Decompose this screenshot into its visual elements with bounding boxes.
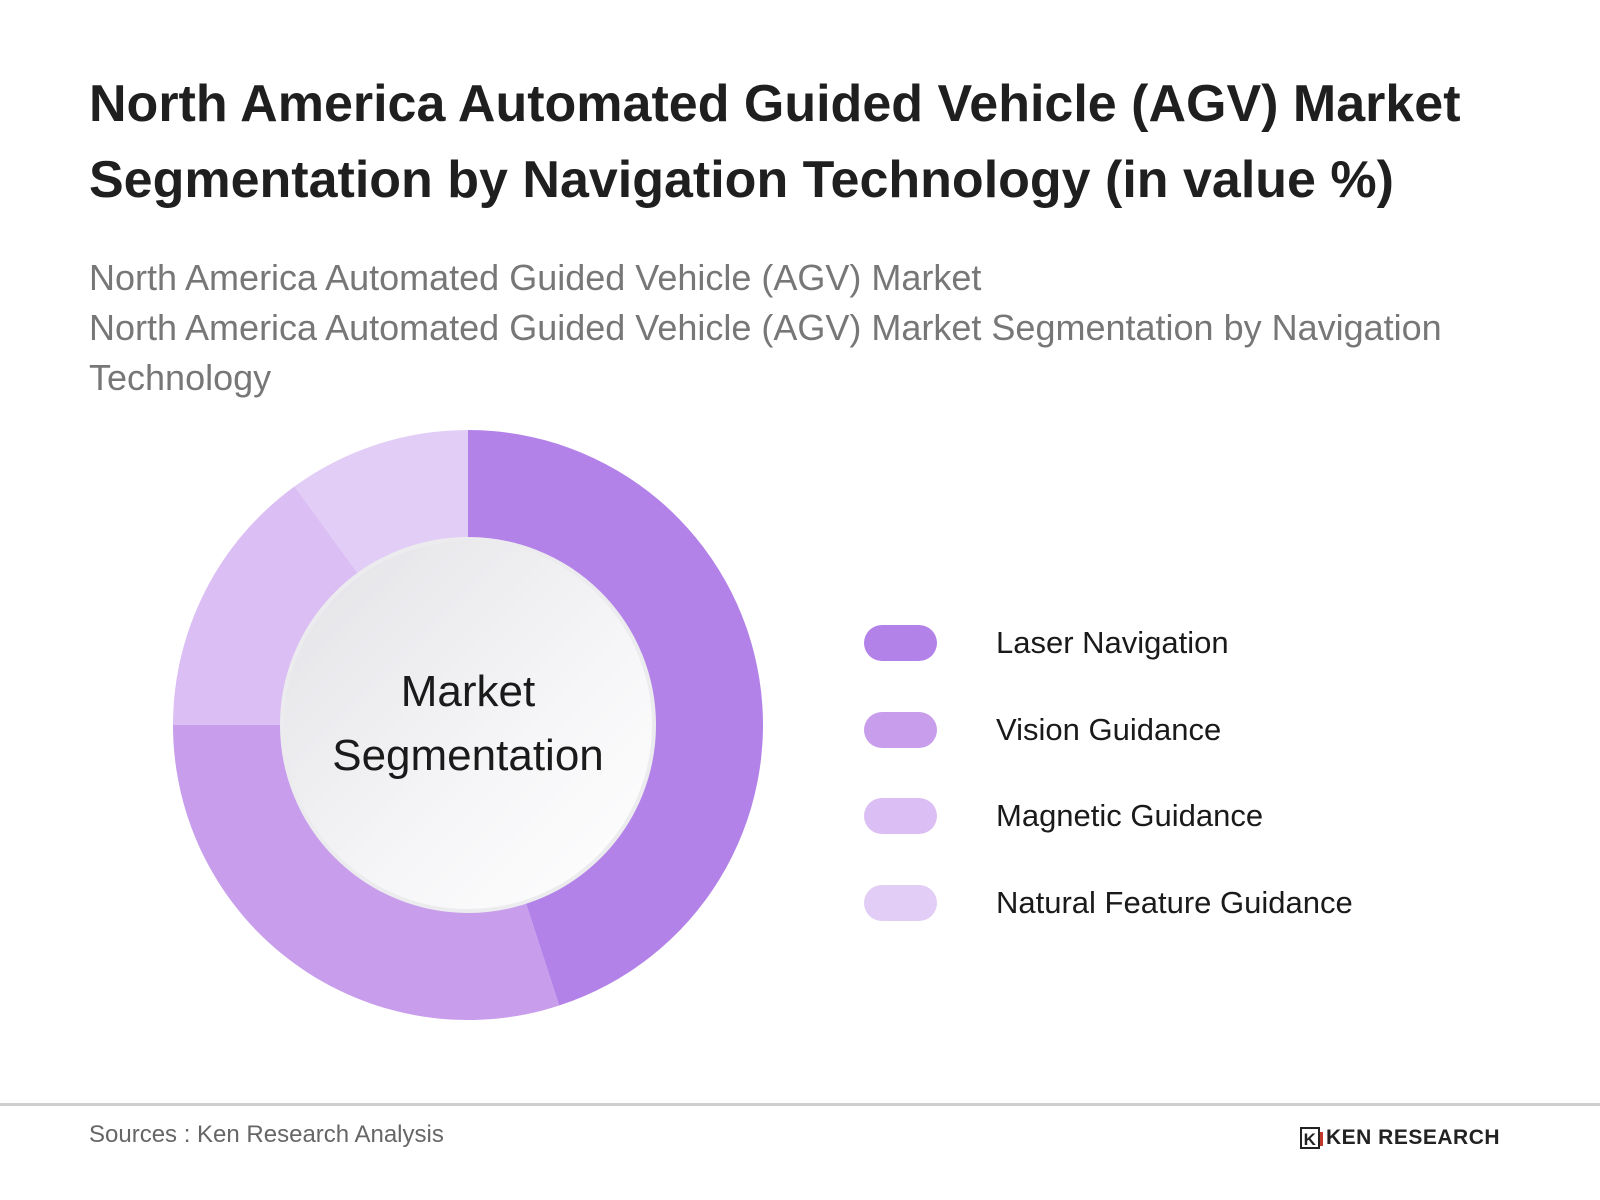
chart-subtitle: North America Automated Guided Vehicle (… <box>89 253 1569 403</box>
footer-divider <box>0 1103 1600 1106</box>
donut-chart <box>172 430 763 1020</box>
legend-label: Vision Guidance <box>996 711 1222 747</box>
chart-title: North America Automated Guided Vehicle (… <box>89 75 1461 209</box>
legend-swatch <box>864 798 937 835</box>
subtitle-line-1: North America Automated Guided Vehicle (… <box>89 257 982 298</box>
subtitle-line-2: North America Automated Guided Vehicle (… <box>89 307 1442 398</box>
ken-research-logo: K KEN RESEARCH <box>1300 1126 1500 1150</box>
donut-center <box>280 537 656 913</box>
chart-legend: Laser Navigation Vision Guidance Magnetic … <box>864 600 1353 946</box>
legend-swatch <box>864 884 937 921</box>
legend-swatch <box>864 711 937 748</box>
legend-item: Vision Guidance <box>864 687 1353 774</box>
slice-magnetic-guidance <box>173 486 363 725</box>
legend-label: Laser Navigation <box>996 625 1229 661</box>
legend-item: Laser Navigation <box>864 600 1353 687</box>
slice-natural-feature-guidance <box>294 430 468 580</box>
legend-swatch <box>864 625 937 662</box>
slice-vision-guidance <box>172 725 560 1020</box>
donut-center-label: Market Segmentation <box>332 667 604 780</box>
legend-label: Magnetic Guidance <box>996 798 1264 834</box>
legend-item: Magnetic Guidance <box>864 773 1353 860</box>
logo-text: KEN RESEARCH <box>1326 1126 1501 1149</box>
legend-item: Natural Feature Guidance <box>864 860 1353 947</box>
slice-laser-navigation <box>468 430 763 1006</box>
logo-mark-icon: K <box>1300 1127 1323 1149</box>
source-note: Sources : Ken Research Analysis <box>89 1121 444 1148</box>
legend-label: Natural Feature Guidance <box>996 884 1353 920</box>
